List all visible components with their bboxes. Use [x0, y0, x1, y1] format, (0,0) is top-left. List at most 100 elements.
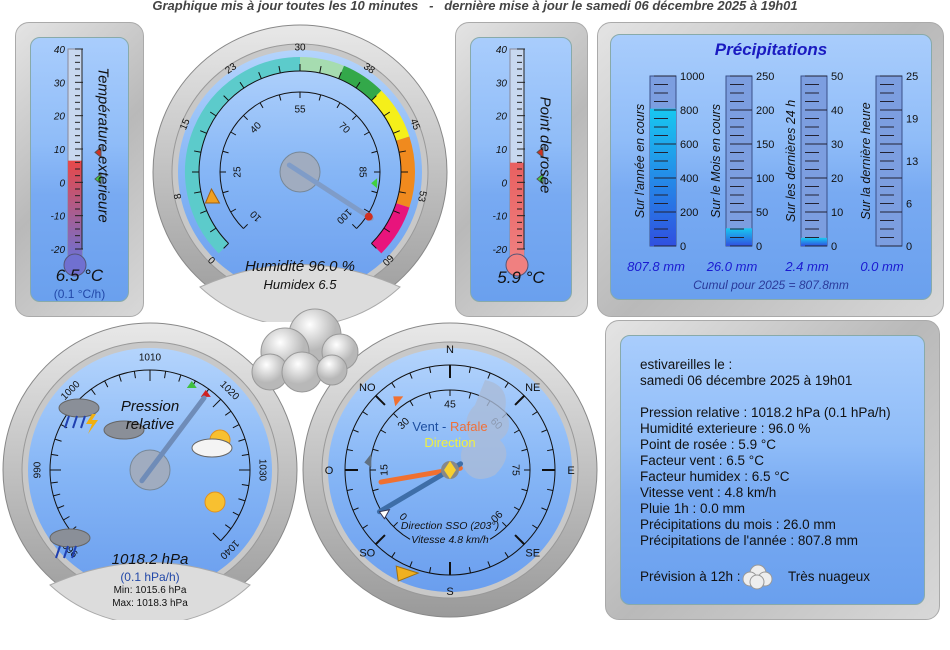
min-marker-icon: [94, 172, 102, 186]
tick: [241, 453, 249, 456]
tick: [50, 481, 58, 484]
cardinal-label: SE: [525, 548, 540, 560]
tick: [501, 521, 507, 527]
dewpoint-title: Point de rosée: [536, 96, 554, 194]
update-header: Graphique mis à jour toutes les 10 minut…: [152, 0, 798, 13]
max-gust-marker-icon: [393, 396, 404, 407]
tick: [193, 191, 202, 194]
humidex-band: [185, 57, 301, 254]
tick: [398, 150, 407, 153]
precipitation-title: Précipitations: [714, 40, 828, 59]
scale-label: 600: [680, 139, 698, 151]
tick: [409, 372, 413, 379]
tick: [372, 448, 379, 452]
tick: [200, 130, 207, 134]
scale-label: 10: [54, 145, 66, 156]
tick: [363, 208, 370, 213]
tick: [355, 81, 361, 89]
tick: [547, 488, 554, 491]
tick: [104, 380, 109, 388]
tick: [375, 534, 386, 545]
tick: [318, 94, 322, 101]
cardinal-label: NE: [525, 382, 540, 394]
info-inner: [620, 335, 925, 605]
tick: [372, 488, 379, 492]
cardinal-label: O: [325, 465, 334, 477]
scale-label: 200: [680, 207, 698, 219]
tick: [352, 507, 359, 511]
thermometer-fill: [510, 162, 524, 259]
tick: [212, 398, 222, 408]
temperature-thermometer: 40 30 20 10 0 -10 -20: [51, 45, 102, 277]
max-marker-icon: [364, 212, 373, 221]
cloud-icon: [58, 398, 100, 418]
tick: [532, 524, 538, 529]
gauge-display-area: [199, 264, 401, 322]
scale-label: 30: [294, 43, 306, 54]
sun-icon: [204, 491, 226, 513]
scale-label: 10: [831, 207, 843, 219]
scale-label: 400: [680, 173, 698, 185]
tick: [193, 150, 202, 153]
scale-label: -10: [51, 212, 66, 223]
scale-label: 0: [831, 241, 837, 253]
tick: [230, 131, 237, 136]
tick: [133, 371, 136, 379]
humidex-marker-icon: [204, 187, 221, 204]
tick: [398, 191, 407, 194]
scale-label: 0: [501, 178, 507, 189]
gauge-display-area: [49, 562, 251, 620]
tick: [238, 438, 246, 442]
info-line: Facteur humidex : 6.5 °C: [640, 469, 790, 484]
tick: [391, 552, 396, 558]
tick: [487, 561, 491, 568]
rain-fill: [801, 237, 827, 246]
pressure-value: 1018.2 hPa: [111, 551, 189, 568]
tick: [391, 382, 396, 388]
wind-title-rafale: Rafale: [450, 419, 488, 434]
outer-scale-arc: [198, 70, 402, 244]
min-marker-icon: [186, 381, 197, 389]
scale-label: 8: [172, 192, 184, 200]
tick: [164, 371, 167, 379]
thermometer-bulb: [63, 253, 87, 277]
tick: [90, 388, 96, 396]
thermometer-bulb: [505, 253, 529, 277]
scale-label: 40: [831, 105, 843, 117]
tick: [468, 567, 471, 574]
rain-value: 2.4 mm: [784, 259, 829, 274]
thermometer-fill: [68, 160, 82, 259]
tick: [178, 374, 182, 382]
max-marker-icon: [536, 146, 544, 159]
tick: [258, 72, 262, 79]
tick: [238, 498, 246, 502]
tick: [371, 95, 377, 101]
tick: [541, 507, 548, 511]
rain-gauge-label: Sur les dernières 24 h: [784, 100, 798, 222]
tick: [232, 511, 240, 516]
humidex-band: [371, 202, 410, 254]
scale-label: 0: [906, 241, 912, 253]
cardinal-label: SO: [359, 548, 375, 560]
tick: [278, 94, 282, 101]
tick: [375, 395, 386, 406]
scale-label: 990: [33, 461, 44, 478]
wind-speed-text: Vitesse 4.8 km/h: [411, 534, 489, 546]
rain-icon: [72, 415, 78, 429]
tick: [239, 81, 245, 89]
tick: [200, 210, 207, 214]
info-line: [640, 389, 891, 405]
scale-label: 30: [54, 78, 66, 89]
scale-label: 0: [756, 241, 762, 253]
tick: [53, 493, 61, 497]
cloud-icon: [49, 528, 91, 548]
rain-value: 0.0 mm: [860, 259, 904, 274]
tick: [393, 130, 400, 134]
tick: [393, 413, 399, 419]
cardinal-label: NO: [359, 382, 376, 394]
tick: [429, 567, 432, 574]
min-marker-icon: [536, 172, 544, 186]
tick: [346, 488, 353, 491]
scale-label: 200: [756, 105, 774, 117]
